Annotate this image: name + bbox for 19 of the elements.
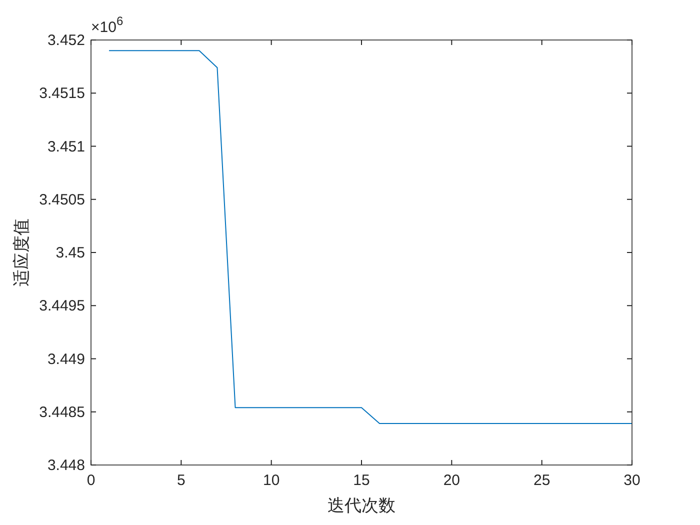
- x-tick-label: 20: [443, 472, 460, 489]
- y-tick-label: 3.4495: [39, 298, 85, 315]
- y-tick-label: 3.4485: [39, 404, 85, 421]
- y-tick-label: 3.45: [56, 244, 85, 262]
- x-tick-label: 10: [262, 472, 280, 489]
- x-tick-label: 5: [176, 472, 186, 489]
- y-tick-label: 3.451: [47, 138, 85, 156]
- x-axis-title: 迭代次数: [328, 496, 396, 515]
- y-tick-label: 3.448: [47, 457, 85, 474]
- y-tick-label: 3.4515: [39, 85, 85, 102]
- x-tick-label: 15: [353, 472, 370, 489]
- x-tick-label: 30: [624, 472, 640, 489]
- y-tick-label: 3.4505: [39, 191, 85, 208]
- y-tick-label: 3.452: [47, 32, 85, 49]
- y-tick-label: 3.449: [47, 350, 85, 368]
- y-axis-title: 适应度值: [12, 218, 31, 286]
- text: ×10$^{6}$: [91, 14, 124, 36]
- x-tick-label: 25: [533, 472, 550, 489]
- x-tick-label: 0: [86, 472, 96, 489]
